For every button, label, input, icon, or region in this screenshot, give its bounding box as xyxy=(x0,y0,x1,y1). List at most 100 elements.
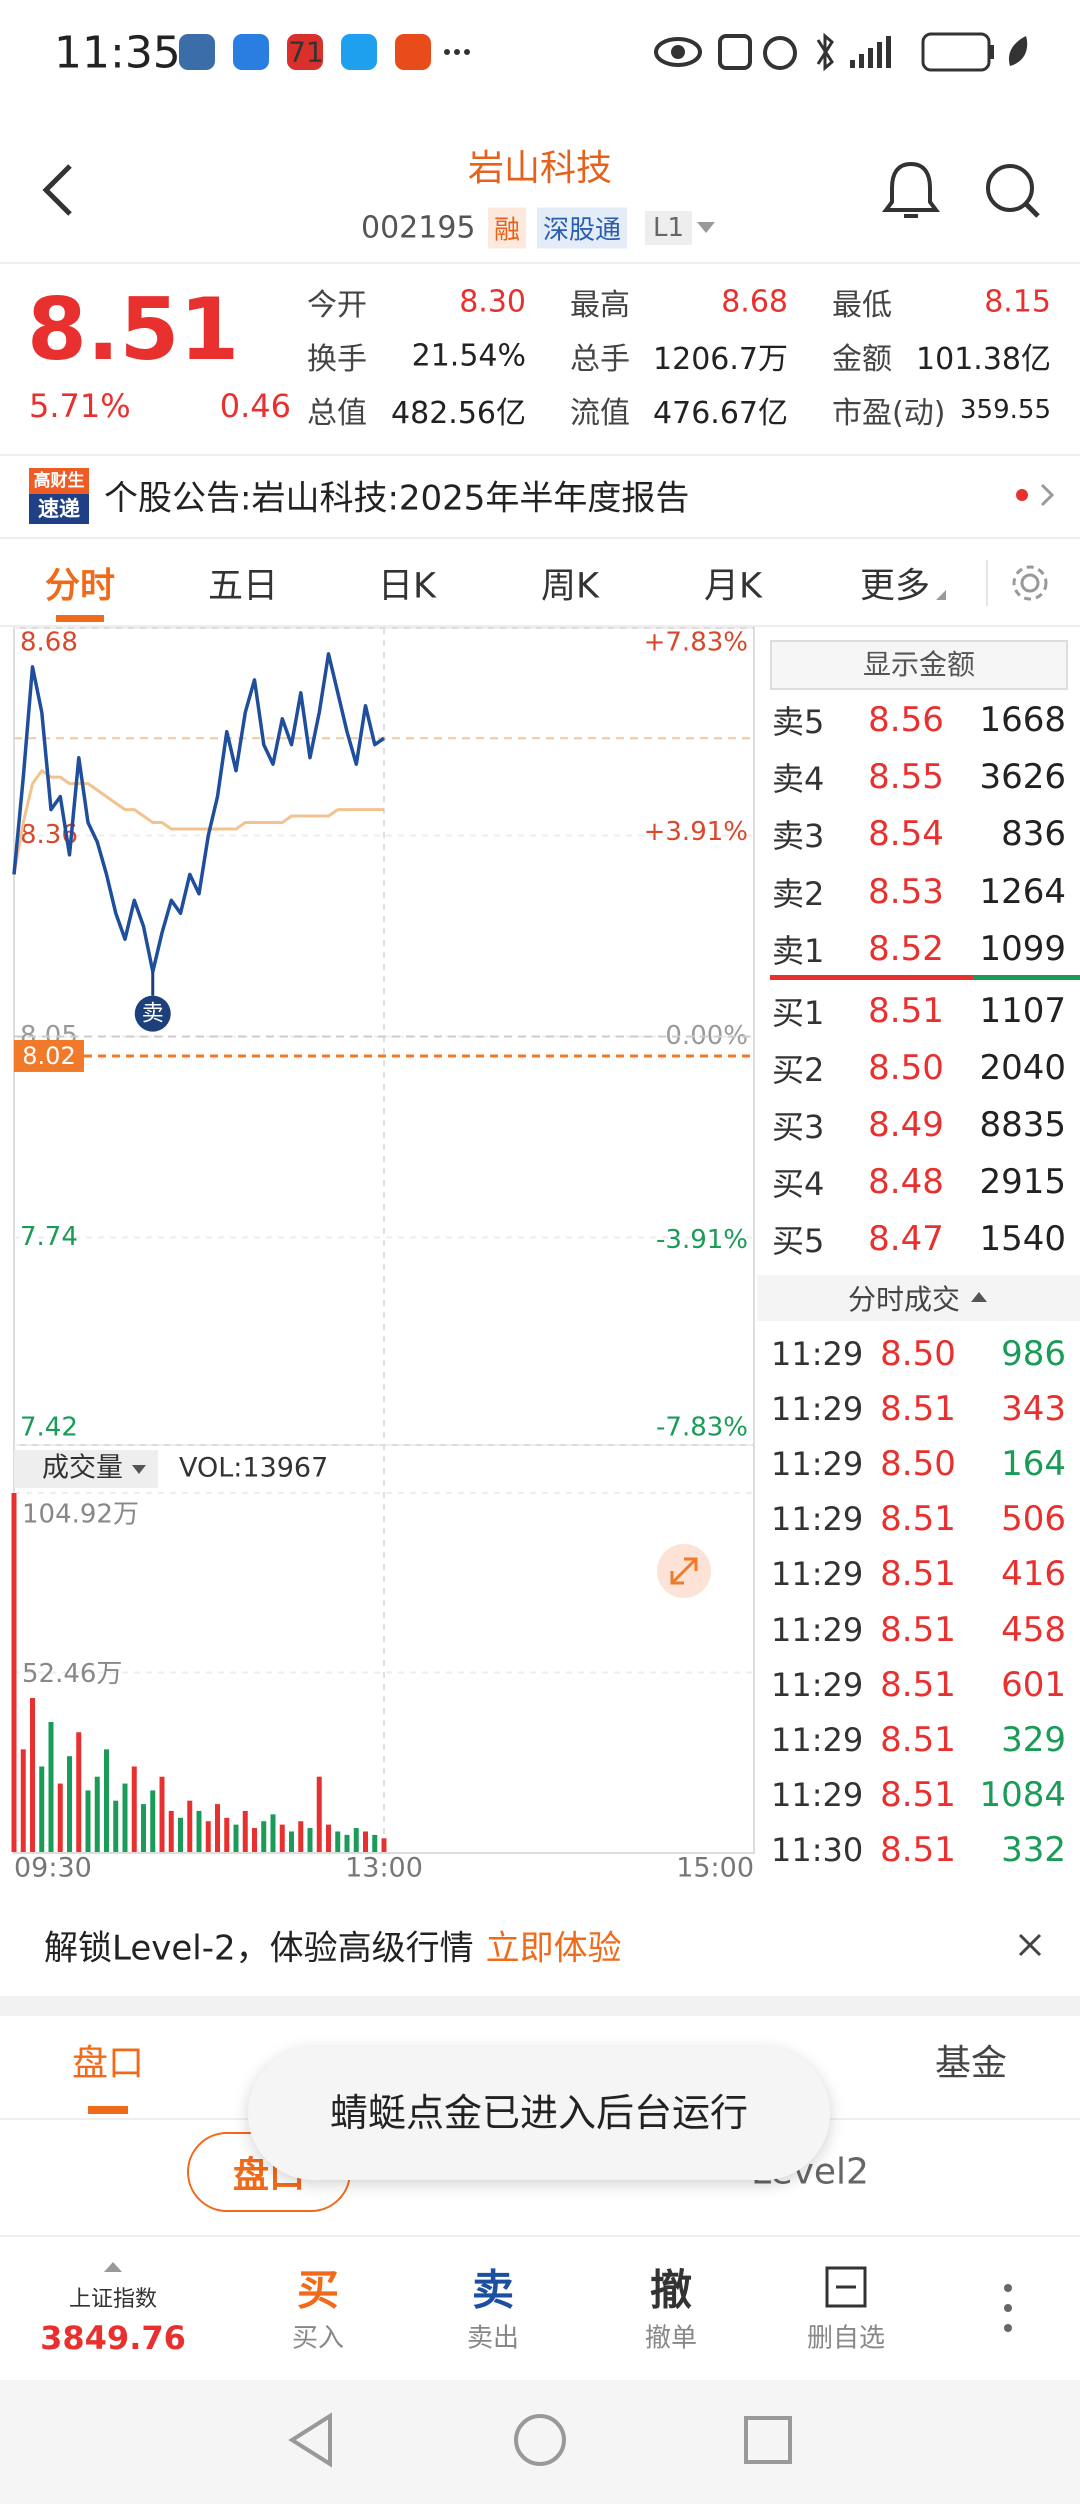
banner-close[interactable] xyxy=(1016,1931,1044,1959)
back-button[interactable] xyxy=(36,160,84,220)
tag-dropdown[interactable] xyxy=(697,220,717,236)
action-label[interactable]: 删自选 xyxy=(806,2323,886,2354)
volume-selector-bg[interactable] xyxy=(14,1450,158,1488)
period-tab[interactable]: 更多 xyxy=(859,566,931,607)
change-percent: 5.71% xyxy=(29,387,131,425)
y2-tick-label: +3.91% xyxy=(644,817,748,847)
period-tab[interactable]: 分时 xyxy=(44,566,116,607)
search-button[interactable] xyxy=(982,160,1044,222)
action-label[interactable]: 撤单 xyxy=(644,2323,698,2354)
stat-label: 金额 xyxy=(832,342,892,377)
more-button[interactable] xyxy=(998,2280,1018,2336)
ask-label: 卖1 xyxy=(772,931,825,970)
stat-value: 1206.7万 xyxy=(653,342,788,377)
volume-bar xyxy=(363,1831,368,1852)
volume-bar xyxy=(353,1828,359,1852)
volume-bar xyxy=(187,1800,193,1852)
settings-button[interactable] xyxy=(1008,561,1052,605)
ask-label: 卖4 xyxy=(772,760,825,799)
action-label[interactable]: 买入 xyxy=(291,2323,345,2354)
x-tick-label: 15:00 xyxy=(676,1853,754,1884)
trade-volume: 601 xyxy=(1001,1664,1066,1705)
period-tab[interactable]: 月K xyxy=(704,566,762,607)
volume-bar xyxy=(168,1810,174,1852)
y-tick-label: 7.74 xyxy=(20,1222,78,1252)
icon-box xyxy=(825,2266,867,2308)
show-amount-button[interactable]: 显示金额 xyxy=(770,640,1068,690)
trade-price: 8.51 xyxy=(880,1499,956,1540)
volume-tick-label: 104.92万 xyxy=(22,1500,139,1530)
trade-time: 11:29 xyxy=(771,1390,864,1429)
volume-bar xyxy=(233,1824,239,1852)
trade-time: 11:29 xyxy=(771,1335,864,1373)
trade-time: 11:29 xyxy=(771,1445,864,1484)
period-tab[interactable]: 五日 xyxy=(207,566,279,607)
trade-volume: 986 xyxy=(1001,1334,1066,1374)
alert-button[interactable] xyxy=(880,158,942,224)
bottom-tab-active[interactable]: 盘口 xyxy=(71,2043,145,2084)
trade-price: 8.51 xyxy=(880,1664,956,1705)
bottom-tab[interactable]: 基金 xyxy=(934,2043,1008,2084)
period-tab[interactable]: 周K xyxy=(541,566,599,607)
gap xyxy=(0,1996,1080,2016)
action-icon[interactable]: 撤 xyxy=(649,2265,693,2315)
trade-volume: 506 xyxy=(1001,1499,1066,1540)
bid-price: 8.51 xyxy=(868,991,944,1031)
y2-tick-label: +7.83% xyxy=(644,628,748,658)
bid-volume: 1540 xyxy=(979,1219,1066,1259)
action-icon[interactable]: 卖 xyxy=(471,2265,515,2315)
action-icon[interactable]: 买 xyxy=(296,2265,340,2315)
y-tick-label: 7.42 xyxy=(20,1413,78,1443)
trade-volume: 416 xyxy=(1001,1554,1066,1595)
trades-header-bg xyxy=(757,1275,1080,1321)
more-arrow xyxy=(936,590,946,600)
ask-volume: 1099 xyxy=(979,928,1066,969)
banner-text: 解锁Level-2，体验高级行情 立即体验 xyxy=(44,1921,622,1970)
volume-selector-arrow[interactable] xyxy=(132,1465,146,1474)
volume-bar xyxy=(224,1817,230,1852)
nav-back[interactable] xyxy=(288,2412,332,2468)
banner-action[interactable]: 立即体验 xyxy=(485,1928,622,1969)
news-text[interactable]: 个股公告:岩山科技:2025年半年度报告 xyxy=(104,478,690,519)
last-price: 8.51 xyxy=(27,280,240,380)
stat-label: 换手 xyxy=(307,342,367,377)
ask-label: 卖3 xyxy=(772,817,825,856)
volume-bar xyxy=(67,1756,72,1852)
nav-home[interactable] xyxy=(514,2414,566,2466)
period-tab[interactable]: 日K xyxy=(378,566,436,607)
ask-price: 8.54 xyxy=(868,814,944,855)
bid-label: 买3 xyxy=(772,1108,825,1146)
price-alert-label: 8.02 xyxy=(22,1042,75,1070)
trade-volume: 458 xyxy=(1001,1609,1066,1650)
action-label[interactable]: 卖出 xyxy=(466,2323,520,2354)
volume-bar xyxy=(307,1828,313,1852)
trade-volume: 164 xyxy=(1001,1444,1066,1485)
volume-bar xyxy=(11,1493,17,1852)
trades-sort[interactable] xyxy=(970,1290,988,1304)
tag-margin: 融 xyxy=(488,207,527,249)
trade-price: 8.51 xyxy=(880,1389,956,1430)
nav-recent[interactable] xyxy=(744,2416,792,2464)
action-icon[interactable] xyxy=(824,2265,868,2309)
trade-time: 11:30 xyxy=(771,1830,864,1869)
trade-price: 8.51 xyxy=(880,1609,956,1650)
ask-volume: 3626 xyxy=(979,757,1066,798)
trade-time: 11:29 xyxy=(771,1720,864,1759)
stat-value: 8.68 xyxy=(721,284,788,320)
trade-price: 8.51 xyxy=(880,1829,956,1870)
stat-label: 今开 xyxy=(307,288,367,323)
news-more[interactable] xyxy=(1010,480,1060,510)
bid-price: 8.47 xyxy=(868,1219,944,1259)
trade-price: 8.51 xyxy=(880,1774,956,1815)
banner-message: 解锁Level-2，体验高级行情 xyxy=(44,1928,474,1969)
volume-tick-label: 52.46万 xyxy=(22,1659,122,1689)
tab-separator xyxy=(986,560,988,606)
stat-value: 21.54% xyxy=(411,338,526,374)
bid-label: 买4 xyxy=(772,1165,825,1203)
trade-marker xyxy=(134,995,171,1032)
volume-bar xyxy=(94,1776,100,1852)
divider xyxy=(0,262,1080,264)
volume-bar xyxy=(178,1817,183,1852)
divider xyxy=(0,537,1080,539)
stat-value: 482.56亿 xyxy=(391,396,526,431)
